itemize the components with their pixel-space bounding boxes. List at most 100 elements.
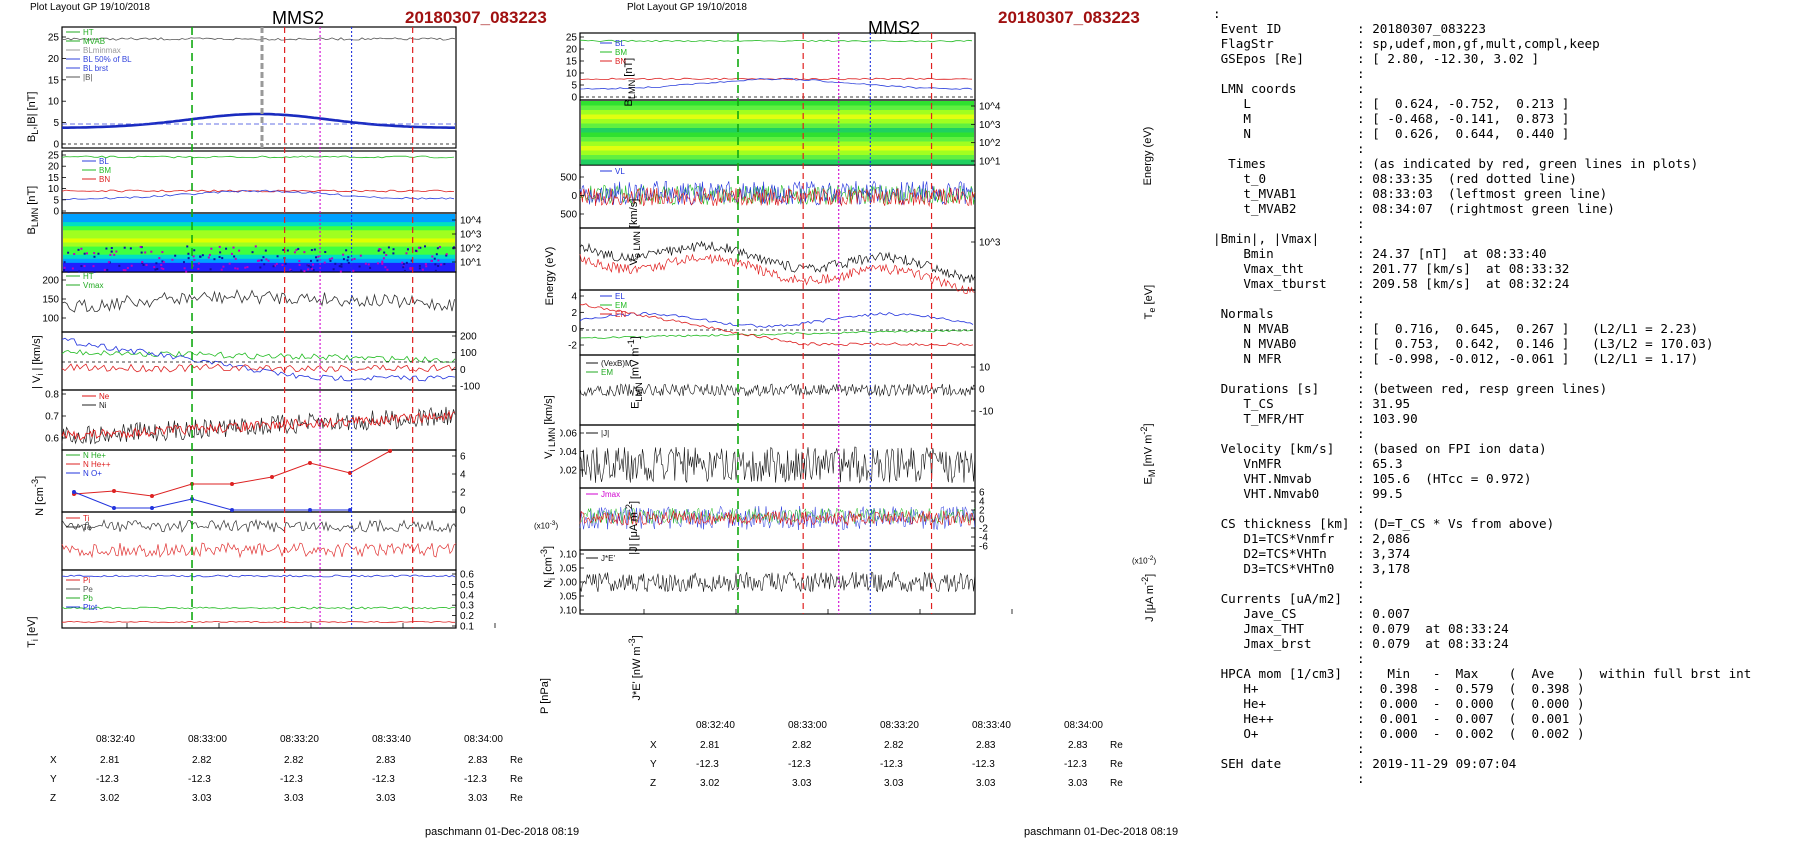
heatmap-band: [63, 262, 455, 268]
left-event-id: 20180307_083223: [405, 8, 547, 27]
y-tick-label: 10^2: [979, 138, 1001, 149]
y-tick-label: 0: [979, 515, 985, 526]
heatmap-speck: [83, 265, 86, 268]
legend-label: BN: [615, 57, 626, 66]
y-tick-label: -6: [979, 542, 988, 553]
legend-label: (VexB)M: [601, 359, 632, 368]
left-ylabel-n: N [cm-3]: [30, 475, 46, 516]
heatmap-band: [63, 234, 455, 239]
heatmap-speck: [317, 255, 320, 258]
heatmap-speck: [381, 261, 384, 264]
heatmap-speck: [162, 267, 165, 270]
coord-unit: Re: [1110, 759, 1123, 770]
heatmap-speck: [452, 246, 455, 249]
heatmap-speck: [298, 263, 301, 266]
heatmap-speck: [377, 249, 380, 252]
heatmap-speck: [405, 252, 408, 255]
left-point-hepp: [348, 471, 352, 475]
heatmap-speck: [406, 248, 409, 251]
y-tick-label: 0.6: [45, 434, 59, 445]
heatmap-speck: [313, 248, 316, 251]
heatmap-speck: [186, 245, 189, 248]
heatmap-speck: [107, 261, 110, 264]
left-point-op: [150, 506, 154, 510]
heatmap-speck: [284, 262, 287, 265]
heatmap-speck: [392, 252, 395, 255]
legend-label: BL: [615, 39, 625, 48]
left-series-bl: [62, 112, 455, 129]
y-tick-label: 100: [460, 348, 477, 359]
heatmap-speck: [267, 259, 270, 262]
right-coord-row-z: Z 3.02 3.03 3.03 3.03 3.03 Re: [600, 778, 1160, 794]
right-series-bl: [579, 77, 973, 90]
heatmap-speck: [259, 266, 262, 269]
right-energy-spectrogram: [581, 101, 974, 165]
y-tick-label: 0: [53, 207, 59, 218]
heatmap-band: [63, 242, 455, 248]
heatmap-speck: [417, 246, 420, 249]
heatmap-speck: [430, 259, 433, 262]
heatmap-speck: [329, 259, 332, 262]
legend-label: Ptot: [83, 603, 98, 612]
coord-value: 2.81: [700, 740, 720, 751]
heatmap-speck: [353, 257, 356, 260]
coord-value: -12.3: [972, 759, 995, 770]
heatmap-speck: [156, 267, 159, 270]
right-series-em: [579, 329, 974, 339]
heatmap-speck: [85, 252, 88, 255]
heatmap-speck: [435, 253, 438, 256]
right-j-multiplier: (x10-2): [1132, 555, 1157, 566]
coord-value: -12.3: [788, 759, 811, 770]
legend-label: EN: [615, 310, 626, 319]
right-coord-row-y: Y -12.3 -12.3 -12.3 -12.3 -12.3 Re: [600, 759, 1160, 775]
heatmap-speck: [316, 259, 319, 262]
y-tick-label: 0.4: [460, 590, 474, 601]
heatmap-speck: [92, 265, 95, 268]
heatmap-speck: [109, 253, 112, 256]
coord-value: 3.02: [700, 778, 720, 789]
heatmap-band: [63, 238, 455, 243]
left-ylabel-energy: Energy (eV): [544, 246, 556, 306]
legend-label: Ti: [83, 514, 90, 523]
heatmap-speck: [162, 261, 165, 264]
right-ylabel-energy: Energy (eV): [1142, 126, 1154, 186]
heatmap-speck: [158, 257, 161, 260]
heatmap-speck: [122, 269, 125, 272]
heatmap-speck: [63, 261, 66, 264]
heatmap-band: [581, 155, 974, 161]
heatmap-speck: [364, 262, 367, 265]
y-tick-label: 10: [566, 69, 578, 80]
heatmap-band: [581, 101, 974, 107]
left-point-hepp: [270, 475, 274, 479]
heatmap-speck: [384, 266, 387, 269]
right-yticks-ve: -500 0 500: [560, 173, 584, 221]
heatmap-band: [581, 123, 974, 129]
coord-value: 3.03: [284, 793, 304, 804]
y-tick-label: 0.6: [460, 570, 474, 581]
heatmap-speck: [228, 262, 231, 265]
left-panel-frame: [61, 26, 457, 149]
right-event-id: 20180307_083223: [998, 8, 1140, 27]
heatmap-speck: [383, 251, 386, 254]
heatmap-speck: [310, 267, 313, 270]
heatmap-speck: [210, 247, 213, 250]
y-tick-label: 0: [571, 324, 577, 335]
heatmap-speck: [434, 263, 437, 266]
coord-value: 2.83: [976, 740, 996, 751]
coord-value: 2.83: [1068, 740, 1088, 751]
heatmap-speck: [340, 265, 343, 268]
y-tick-label: 0: [53, 140, 59, 151]
heatmap-speck: [171, 258, 174, 261]
y-tick-label: 10^1: [460, 258, 482, 269]
y-tick-label: 0: [979, 385, 985, 396]
coord-value: 3.03: [884, 778, 904, 789]
right-series-te-perp: [579, 240, 975, 283]
coord-value: -12.3: [188, 774, 211, 785]
right-yticks-jmag: 0.02 0.04 0.06: [560, 429, 584, 477]
left-series-vil: [61, 337, 456, 382]
left-yticks-n: 0.6 0.7 0.8: [45, 390, 66, 445]
heatmap-speck: [154, 268, 157, 271]
